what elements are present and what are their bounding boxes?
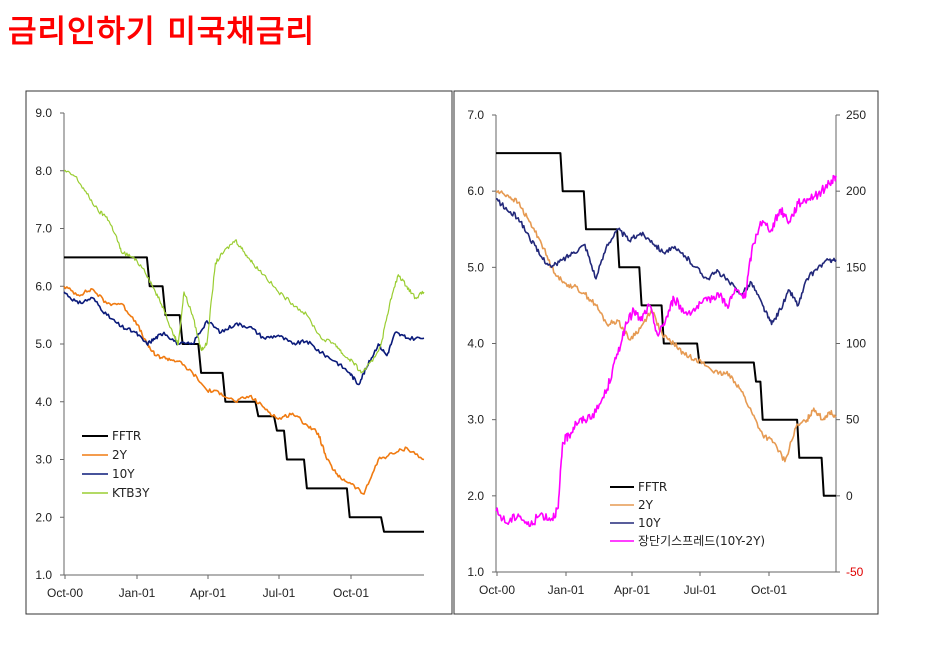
y2-tick-label: 250 (846, 108, 866, 122)
chart-2-legend: FFTR 2Y 10Y 장단기스프레드(10Y-2Y) (610, 480, 765, 548)
y-tick-label: 1.0 (35, 568, 52, 582)
x-tick-label: Jan-01 (119, 586, 156, 600)
y2-tick-label: 150 (846, 260, 866, 274)
x-tick-label: Apr-01 (614, 583, 650, 597)
y-tick-label: 1.0 (467, 565, 484, 579)
x-tick-label: Oct-01 (333, 586, 369, 600)
y2-tick-label: 50 (846, 413, 860, 427)
chart-1-series (63, 169, 425, 533)
legend-label: 10Y (638, 516, 661, 530)
page-title: 금리인하기 미국채금리 (8, 14, 315, 50)
x-tick-label: Oct-00 (47, 586, 83, 600)
x-tick-label: Oct-01 (751, 583, 787, 597)
legend-label: 10Y (112, 467, 135, 481)
y-tick-label: 8.0 (35, 164, 52, 178)
chart-1: 1.0 2.0 3.0 4.0 5.0 6.0 7.0 8.0 9.0 Oct-00 Jan-01 A… (25, 90, 453, 615)
legend-label: FFTR (638, 480, 667, 494)
series-line-1 (496, 152, 836, 497)
y-tick-label: 3.0 (35, 453, 52, 467)
y-tick-label: 5.0 (35, 337, 52, 351)
x-tick-label: Jul-01 (263, 586, 296, 600)
series-line-1 (64, 256, 424, 533)
legend-label: KTB3Y (112, 486, 150, 500)
y-tick-label: 2.0 (35, 510, 52, 524)
x-tick-label: Jul-01 (684, 583, 717, 597)
y-tick-label: 4.0 (35, 395, 52, 409)
x-tick-label: Apr-01 (190, 586, 226, 600)
y2-tick-label: 200 (846, 184, 866, 198)
series-line-4 (495, 174, 837, 528)
series-line-3 (495, 198, 837, 326)
series-line-2 (495, 190, 837, 463)
chart-1-ticks: 1.0 2.0 3.0 4.0 5.0 6.0 7.0 8.0 9.0 Oct-00 Jan-01 A… (35, 106, 369, 600)
y-tick-label: 9.0 (35, 106, 52, 120)
legend-label: 장단기스프레드(10Y-2Y) (638, 534, 765, 548)
y-tick-label: 6.0 (35, 279, 52, 293)
y-tick-label: 4.0 (467, 337, 484, 351)
y2-tick-label: -50 (846, 565, 864, 579)
chart-2-frame (453, 90, 879, 615)
y2-tick-label: 100 (846, 337, 866, 351)
legend-label: FFTR (112, 429, 141, 443)
series-line-2 (63, 285, 425, 495)
chart-1-frame (25, 90, 453, 615)
x-tick-label: Oct-00 (479, 583, 515, 597)
y-tick-label: 5.0 (467, 260, 484, 274)
chart-2: 1.0 2.0 3.0 4.0 5.0 6.0 7.0 -50 0 50 100 150 200 250 O… (453, 90, 879, 615)
chart-2-ticks: 1.0 2.0 3.0 4.0 5.0 6.0 7.0 -50 0 50 100 150 200 250 O… (467, 108, 866, 597)
series-line-4 (63, 169, 425, 374)
x-tick-label: Jan-01 (548, 583, 585, 597)
series-line-3 (63, 291, 425, 386)
y-tick-label: 6.0 (467, 184, 484, 198)
y-tick-label: 7.0 (35, 222, 52, 236)
y-tick-label: 2.0 (467, 489, 484, 503)
y2-tick-label: 0 (846, 489, 853, 503)
y-tick-label: 7.0 (467, 108, 484, 122)
legend-label: 2Y (112, 448, 128, 462)
y-tick-label: 3.0 (467, 413, 484, 427)
chart-2-series (495, 152, 837, 528)
chart-1-legend: FFTR 2Y 10Y KTB3Y (82, 429, 150, 500)
legend-label: 2Y (638, 498, 654, 512)
